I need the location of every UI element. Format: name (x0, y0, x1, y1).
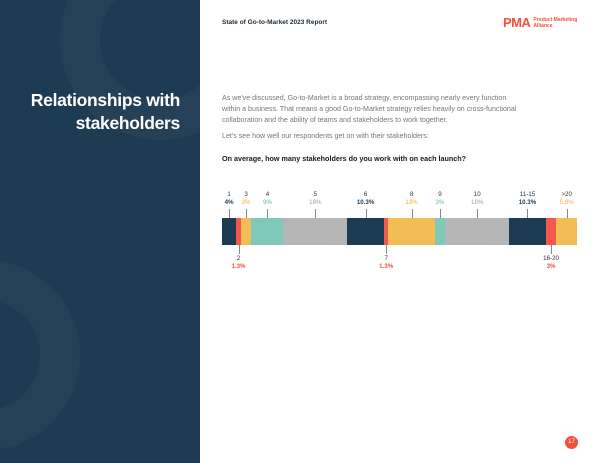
segment-label: 1 4% (225, 191, 234, 207)
bar-segment->20 (556, 218, 577, 245)
bar-segment-10 (445, 218, 510, 245)
category-label: 8 (409, 191, 414, 198)
decorative-circle (0, 260, 80, 450)
value-label: 1.3% (231, 263, 246, 270)
value-label: 10.3% (356, 199, 375, 206)
value-label: 1.3% (379, 263, 394, 270)
category-label: 10 (473, 191, 481, 198)
bar-segment-11-15 (509, 218, 546, 245)
bar-segment-8 (388, 218, 435, 245)
bar-segment-2 (236, 218, 241, 245)
intro-paragraph: As we've discussed, Go-to-Market is a br… (222, 94, 517, 124)
bar-segment-3 (240, 218, 252, 245)
category-label: 16-20 (543, 255, 559, 262)
intro-paragraph-2: Let's see how well our respondents get o… (222, 132, 429, 140)
value-label: 3% (435, 199, 445, 206)
segment-label: 11-15 10.3% (519, 191, 537, 207)
label-leader (527, 209, 529, 218)
value-label: 3% (241, 199, 251, 206)
logo: PMA Product Marketing Alliance (503, 15, 577, 30)
bar-segment-7 (383, 218, 389, 245)
value-label: 4% (224, 199, 234, 206)
segment-label: 8 13% (405, 191, 417, 207)
bar-segment-16-20 (545, 218, 557, 245)
text-column: As we've discussed, Go-to-Market is a br… (222, 93, 522, 163)
chart-title: On average, how many stakeholders do you… (222, 154, 467, 163)
value-label: 5.8% (559, 199, 574, 206)
report-title: State of Go-to-Market 2023 Report (222, 19, 328, 26)
value-label: 18% (309, 199, 322, 206)
label-leader (246, 209, 248, 218)
segment-label: >20 5.8% (560, 191, 574, 207)
value-label: 3% (546, 263, 556, 270)
bar-segment-9 (434, 218, 446, 245)
segment-label: 9 3% (435, 191, 444, 207)
value-label: 18% (471, 199, 484, 206)
label-leader (238, 245, 240, 254)
label-leader (551, 245, 553, 254)
category-label: 2 (236, 255, 241, 262)
label-leader (411, 209, 413, 218)
logo-text: Product Marketing Alliance (533, 16, 578, 29)
value-label: 13% (405, 199, 418, 206)
label-leader (229, 209, 231, 218)
label-leader (315, 209, 317, 218)
label-leader (439, 209, 441, 218)
bar-segment-1 (222, 218, 237, 245)
segment-label: 6 10.3% (357, 191, 375, 207)
category-label: 11-15 (519, 191, 536, 198)
label-leader (386, 245, 388, 254)
segment-label: 3 3% (242, 191, 251, 207)
value-label: 10.3% (518, 199, 537, 206)
segment-label: 2 1.3% (231, 255, 245, 271)
segment-label: 4 9% (263, 191, 272, 207)
category-label: 7 (384, 255, 388, 262)
stacked-bar (222, 218, 577, 245)
category-label: 6 (363, 191, 368, 198)
label-leader (365, 209, 367, 218)
category-label: 4 (265, 191, 270, 198)
bar-segment-5 (283, 218, 348, 245)
segment-label: 16-20 3% (543, 255, 559, 271)
label-leader (267, 209, 269, 218)
section-title: Relationships with stakeholders (30, 90, 181, 133)
label-leader (566, 209, 568, 218)
category-label: >20 (561, 191, 572, 198)
bar-segment-4 (251, 218, 284, 245)
label-leader (477, 209, 479, 218)
page-number: 17 (565, 436, 578, 449)
category-label: 5 (313, 191, 318, 198)
category-label: 1 (227, 191, 231, 198)
category-label: 3 (244, 191, 248, 198)
category-label: 9 (438, 191, 442, 198)
sidebar-panel (0, 0, 200, 463)
segment-label: 5 18% (309, 191, 321, 207)
value-label: 9% (262, 199, 272, 206)
bar-segment-6 (347, 218, 384, 245)
logo-mark: PMA (503, 15, 531, 30)
segment-label: 7 1.3% (379, 255, 393, 271)
segment-label: 10 18% (471, 191, 483, 207)
